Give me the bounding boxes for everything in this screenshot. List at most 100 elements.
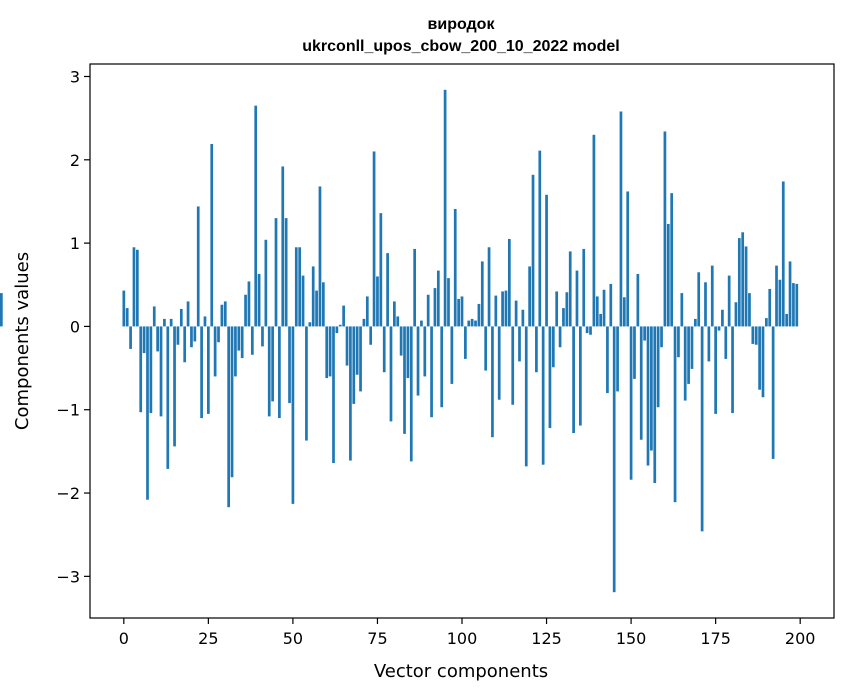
bar <box>727 275 731 327</box>
bar <box>480 261 484 327</box>
bar <box>261 326 264 347</box>
bar <box>163 318 166 327</box>
bar <box>670 193 674 327</box>
bar <box>267 326 271 417</box>
y-axis: −3 −2 −1 0 1 2 3 <box>56 67 90 586</box>
bar <box>744 246 748 327</box>
bar <box>565 292 569 327</box>
bar <box>362 318 366 327</box>
bar <box>595 296 599 327</box>
bar <box>714 326 717 414</box>
bar <box>274 218 278 327</box>
x-tick-label: 200 <box>785 629 816 648</box>
bar <box>690 326 694 369</box>
bar <box>125 308 129 327</box>
bar <box>142 326 146 354</box>
bar <box>315 290 318 327</box>
bar <box>524 326 528 467</box>
x-tick-label: 75 <box>367 629 387 648</box>
bar <box>683 326 687 401</box>
bar <box>298 247 302 327</box>
bar <box>734 302 738 327</box>
bar <box>639 326 643 440</box>
x-tick-label: 50 <box>283 629 303 648</box>
bar <box>748 293 751 327</box>
bar <box>443 89 447 327</box>
bar <box>457 298 460 327</box>
bar <box>693 318 697 327</box>
y-tick-label: 0 <box>70 317 80 336</box>
bar <box>497 326 501 400</box>
y-tick-label: −2 <box>56 484 80 503</box>
bar <box>467 320 471 327</box>
bar <box>477 303 481 327</box>
bar <box>643 326 646 341</box>
bar <box>535 326 538 373</box>
bar <box>284 218 288 327</box>
bar <box>616 326 619 392</box>
bar <box>433 288 437 327</box>
bar <box>609 283 613 327</box>
bar <box>281 166 285 327</box>
x-axis-label: Vector components <box>374 661 548 682</box>
bar <box>700 326 704 532</box>
bar <box>301 275 305 327</box>
bar <box>288 326 291 404</box>
bar <box>491 326 494 438</box>
bar <box>585 326 589 334</box>
bar <box>528 266 531 327</box>
bar <box>707 326 711 362</box>
bar <box>244 294 247 327</box>
bar <box>589 326 592 335</box>
bar <box>606 326 609 394</box>
bar <box>602 289 606 327</box>
bars-group <box>0 89 799 593</box>
bar <box>139 326 143 413</box>
x-tick-label: 100 <box>447 629 478 648</box>
bar <box>507 238 511 327</box>
bar <box>778 279 782 327</box>
bar <box>514 300 518 327</box>
bar <box>450 326 454 384</box>
bar <box>633 326 636 379</box>
y-tick-label: 1 <box>70 234 80 253</box>
bar <box>386 253 389 327</box>
bar <box>572 326 575 434</box>
bar <box>521 309 525 327</box>
bar <box>599 313 603 327</box>
bar <box>687 326 690 384</box>
bar <box>173 326 176 447</box>
bar <box>257 273 261 327</box>
bar <box>338 324 342 327</box>
bar <box>788 261 792 327</box>
bar <box>240 326 244 359</box>
bar <box>230 326 234 478</box>
bar <box>460 296 464 327</box>
bar <box>342 305 345 327</box>
bar <box>761 326 765 398</box>
bar <box>0 293 3 327</box>
bar <box>501 291 504 327</box>
bar <box>278 326 281 419</box>
bar <box>166 326 170 469</box>
bar <box>680 293 684 327</box>
bar <box>335 326 339 334</box>
bar <box>484 326 488 371</box>
bar <box>487 247 491 327</box>
bar <box>771 326 775 459</box>
bar <box>372 151 376 327</box>
y-tick-label: −3 <box>56 567 80 586</box>
bar <box>382 326 386 373</box>
bar <box>511 326 515 405</box>
bar <box>203 316 207 327</box>
bar <box>538 150 542 327</box>
bar <box>440 326 444 408</box>
bar <box>200 326 203 419</box>
bar <box>193 326 197 342</box>
bar <box>612 326 616 593</box>
bar <box>190 326 193 348</box>
bar <box>264 239 268 327</box>
bar <box>352 326 356 404</box>
bar <box>741 232 745 327</box>
bar <box>436 270 440 327</box>
